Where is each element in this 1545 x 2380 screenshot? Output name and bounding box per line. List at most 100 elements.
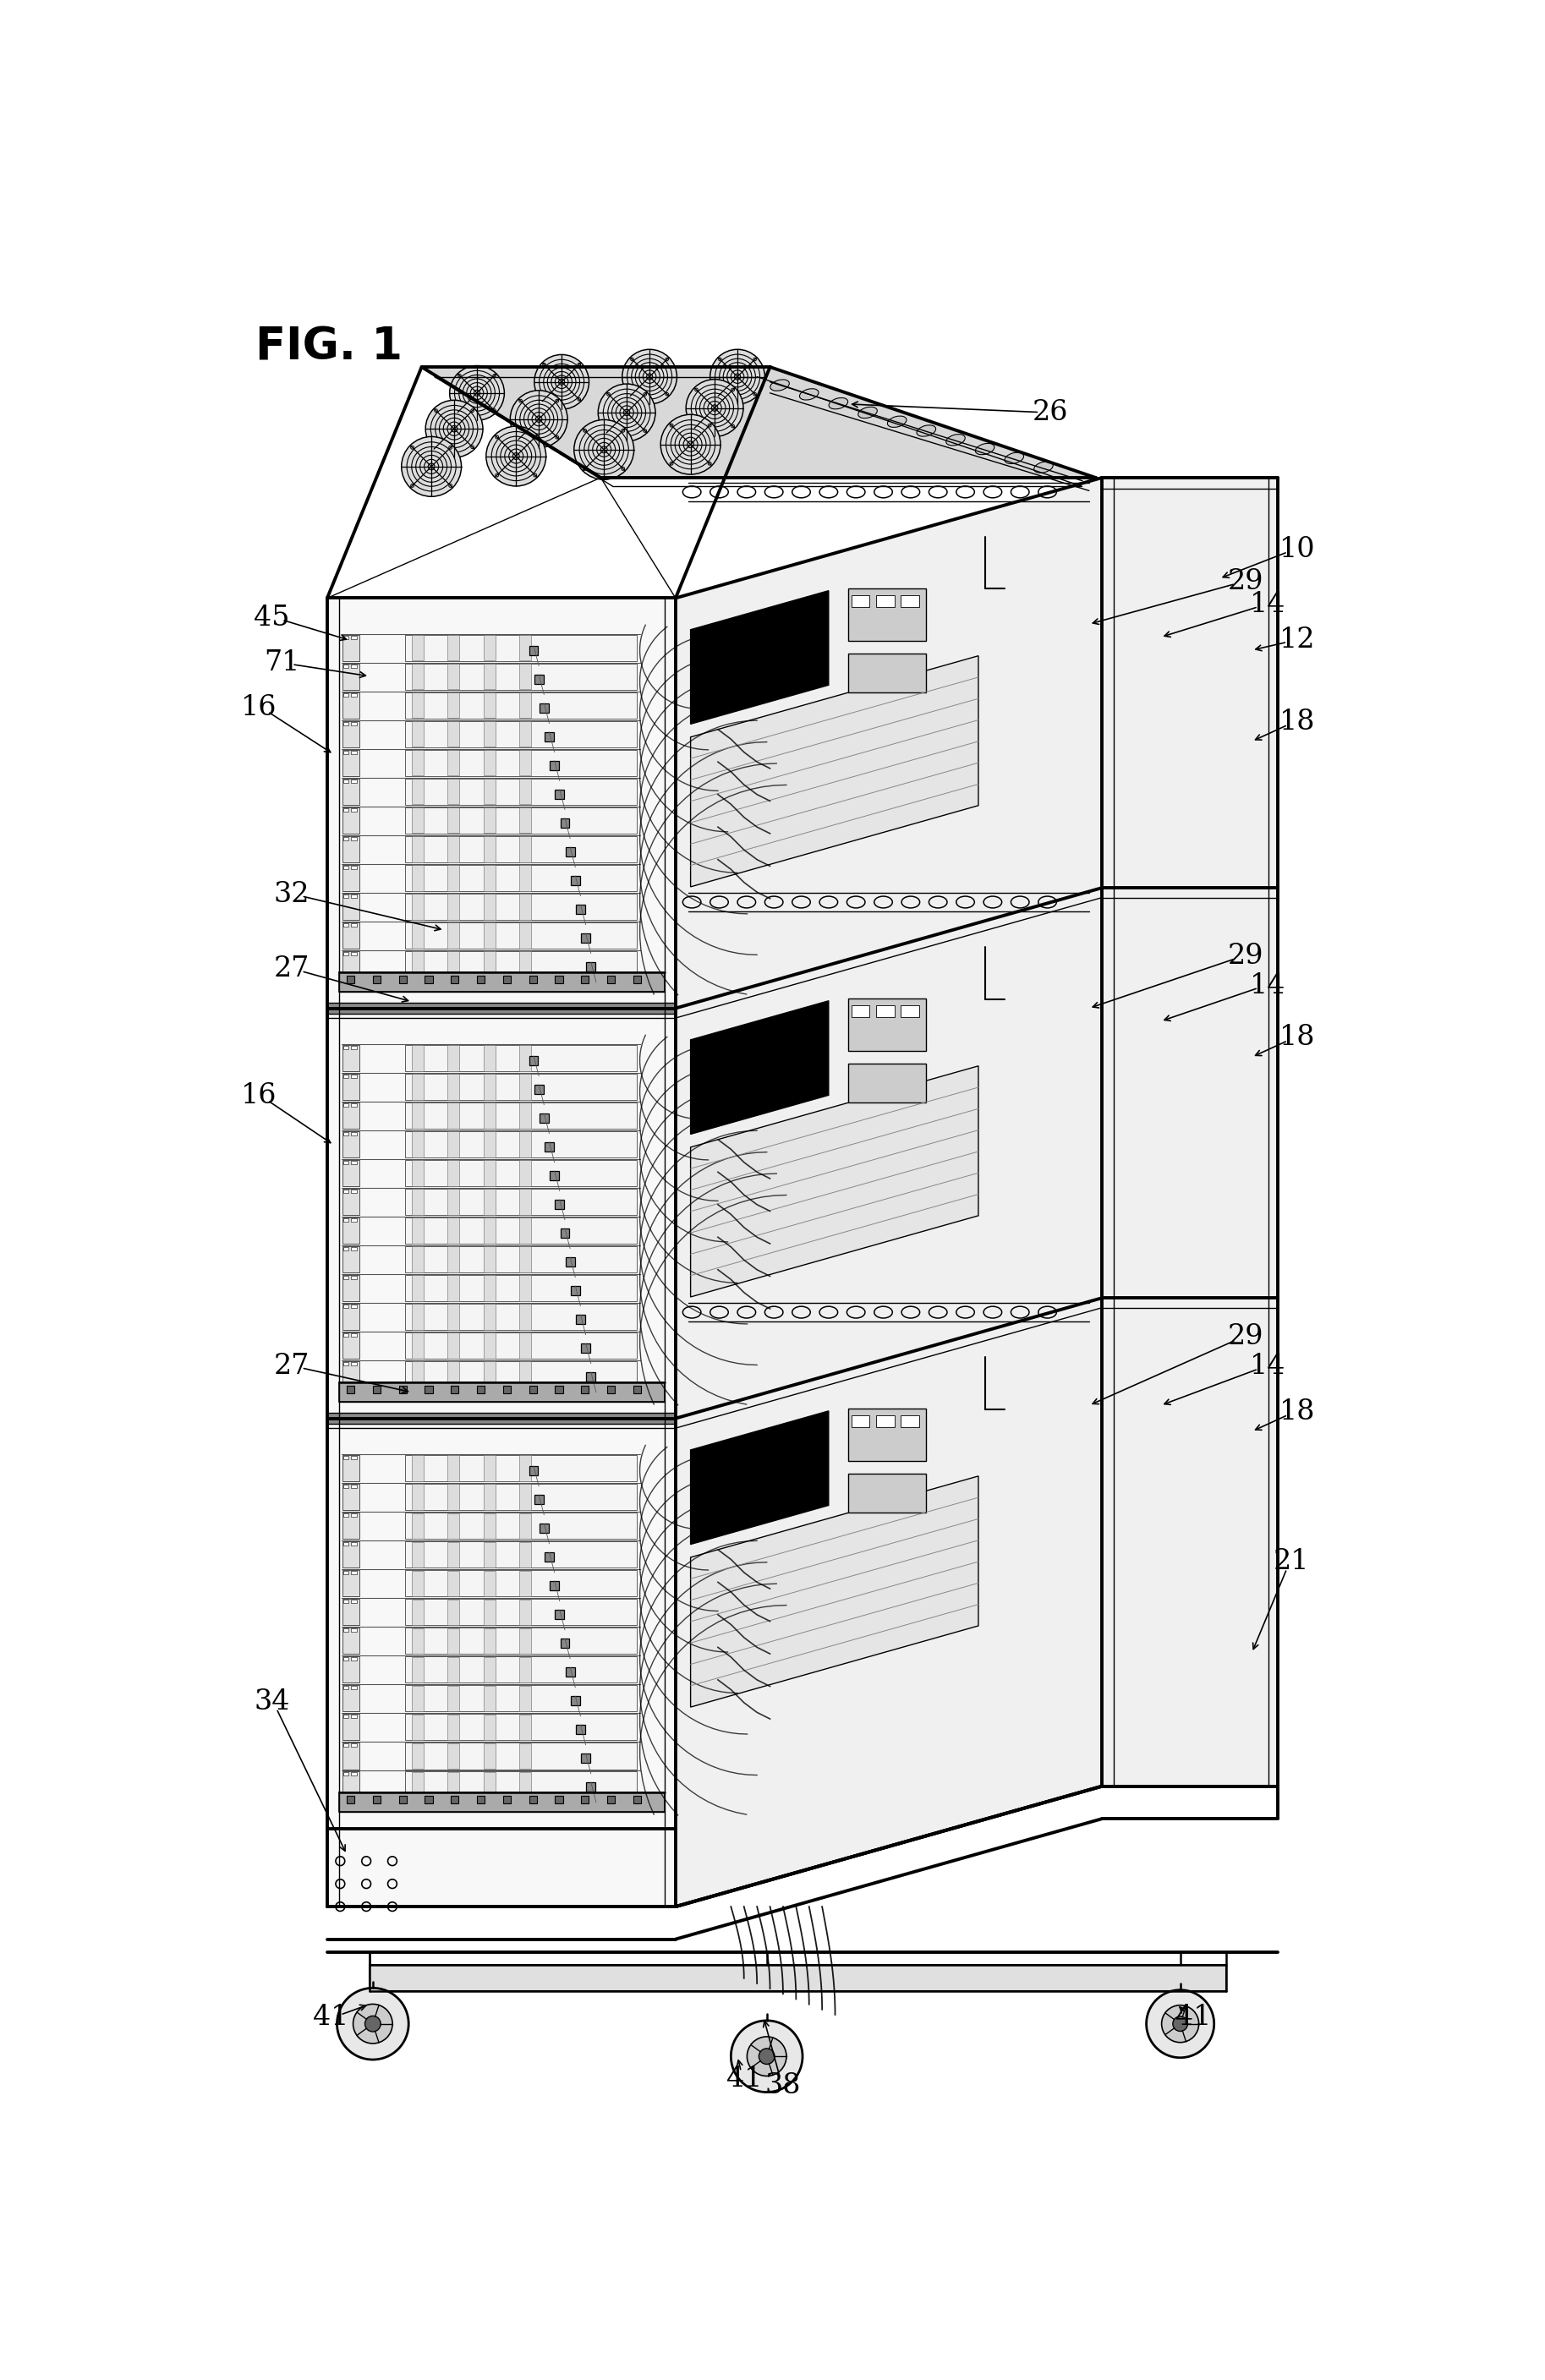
Text: FIG. 1: FIG. 1: [255, 326, 403, 369]
Ellipse shape: [916, 426, 936, 436]
Bar: [528, 1385, 538, 1395]
Circle shape: [1173, 2016, 1188, 2030]
Bar: [405, 1333, 637, 1359]
Text: 14: 14: [1250, 1352, 1285, 1380]
Bar: [545, 733, 553, 740]
Circle shape: [402, 436, 462, 497]
Bar: [448, 1457, 459, 1480]
Bar: [405, 1454, 637, 1483]
Bar: [484, 1161, 496, 1185]
Bar: [519, 923, 531, 947]
Polygon shape: [691, 1411, 828, 1545]
Bar: [343, 1745, 349, 1747]
Bar: [343, 895, 349, 897]
Bar: [448, 664, 459, 690]
Bar: [519, 664, 531, 690]
Bar: [343, 1076, 349, 1078]
Bar: [484, 1485, 496, 1509]
Ellipse shape: [946, 433, 966, 445]
Bar: [351, 1773, 357, 1775]
Circle shape: [623, 350, 677, 405]
Bar: [413, 1190, 423, 1214]
Bar: [570, 1697, 579, 1704]
Bar: [484, 750, 496, 776]
Bar: [343, 1304, 358, 1330]
Bar: [343, 1190, 349, 1192]
Bar: [413, 1045, 423, 1071]
Bar: [351, 635, 357, 640]
Circle shape: [337, 1987, 408, 2059]
Bar: [451, 1797, 459, 1804]
Bar: [351, 809, 357, 812]
Bar: [570, 1285, 579, 1295]
Bar: [399, 1797, 406, 1804]
Bar: [484, 1361, 496, 1388]
Bar: [343, 864, 358, 892]
Text: 38: 38: [765, 2073, 800, 2099]
Bar: [528, 1466, 538, 1476]
Bar: [343, 778, 358, 804]
Bar: [519, 1771, 531, 1797]
Bar: [561, 1228, 570, 1238]
Bar: [484, 1571, 496, 1597]
Bar: [581, 1797, 589, 1804]
Polygon shape: [422, 367, 1095, 478]
Bar: [338, 973, 664, 992]
Bar: [477, 1797, 485, 1804]
Bar: [343, 664, 358, 690]
Bar: [372, 976, 380, 983]
Bar: [351, 838, 357, 840]
Bar: [405, 1247, 637, 1273]
Bar: [633, 976, 641, 983]
Bar: [448, 1045, 459, 1071]
Bar: [555, 976, 562, 983]
Bar: [343, 721, 349, 726]
Bar: [343, 1485, 349, 1488]
Bar: [425, 1385, 433, 1395]
Bar: [484, 952, 496, 976]
Circle shape: [598, 383, 655, 440]
Bar: [346, 1797, 354, 1804]
Text: 27: 27: [273, 957, 309, 983]
Bar: [343, 1161, 349, 1164]
Bar: [448, 1656, 459, 1683]
Bar: [519, 693, 531, 719]
Bar: [343, 1773, 349, 1775]
Bar: [343, 1361, 349, 1366]
Bar: [343, 866, 349, 869]
Bar: [343, 1333, 349, 1338]
Bar: [413, 952, 423, 976]
Circle shape: [711, 350, 765, 405]
Bar: [484, 1276, 496, 1302]
Bar: [405, 1361, 637, 1388]
Bar: [343, 750, 349, 754]
Bar: [570, 876, 579, 885]
Bar: [343, 721, 358, 747]
Bar: [576, 904, 586, 914]
Bar: [413, 1714, 423, 1740]
Bar: [484, 1742, 496, 1768]
Bar: [448, 807, 459, 833]
Bar: [448, 1685, 459, 1711]
Bar: [413, 721, 423, 747]
Bar: [484, 866, 496, 890]
Bar: [343, 635, 349, 640]
Bar: [448, 1542, 459, 1566]
Bar: [519, 1247, 531, 1271]
Bar: [413, 923, 423, 947]
Circle shape: [759, 2049, 774, 2063]
Bar: [535, 1495, 544, 1504]
Bar: [413, 835, 423, 862]
Text: 18: 18: [1279, 709, 1315, 735]
Bar: [351, 1333, 357, 1338]
Bar: [405, 1742, 637, 1768]
Bar: [477, 1385, 485, 1395]
Bar: [351, 781, 357, 783]
Bar: [351, 1485, 357, 1488]
Bar: [848, 1473, 927, 1514]
Circle shape: [731, 2021, 802, 2092]
Bar: [343, 1628, 358, 1654]
Bar: [405, 1102, 637, 1128]
Bar: [351, 1161, 357, 1164]
Text: 16: 16: [241, 1083, 277, 1109]
